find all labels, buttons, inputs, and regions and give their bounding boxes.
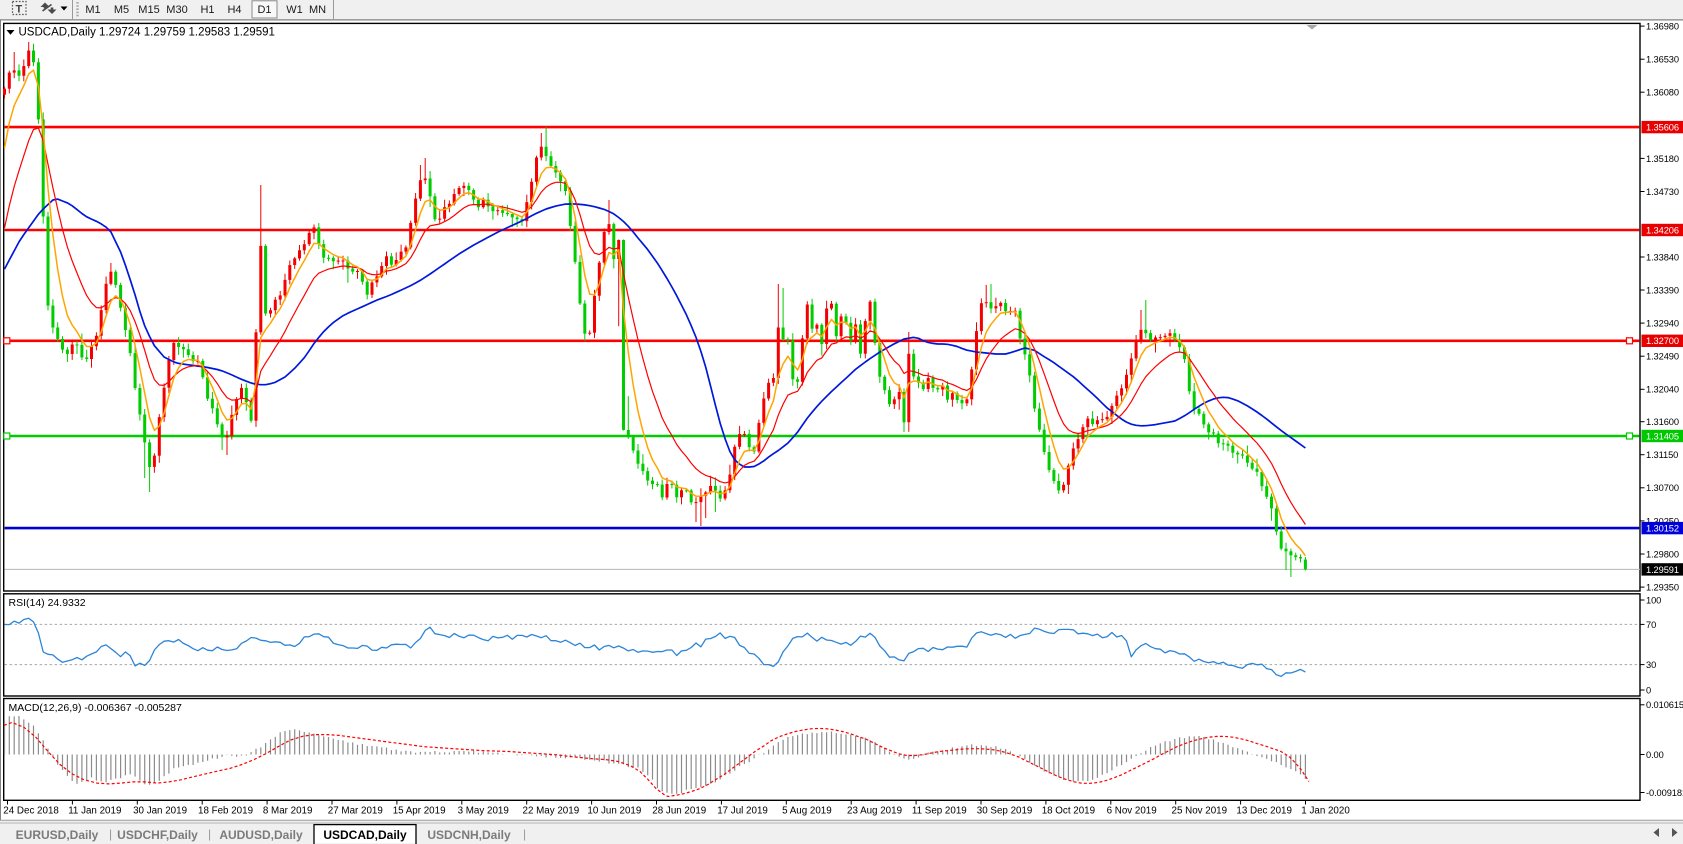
svg-text:D1: D1 xyxy=(257,4,271,16)
svg-text:1.29591: 1.29591 xyxy=(1646,565,1679,575)
svg-text:1.31405: 1.31405 xyxy=(1646,431,1679,441)
svg-text:6 Nov 2019: 6 Nov 2019 xyxy=(1107,806,1157,817)
svg-text:1.36530: 1.36530 xyxy=(1646,55,1679,65)
svg-text:M30: M30 xyxy=(166,4,187,16)
svg-text:1.30152: 1.30152 xyxy=(1646,524,1679,534)
svg-text:8 Mar 2019: 8 Mar 2019 xyxy=(263,806,313,817)
svg-text:1.30250: 1.30250 xyxy=(1646,516,1679,526)
svg-text:M15: M15 xyxy=(138,4,159,16)
svg-text:|: | xyxy=(523,827,526,841)
svg-text:18 Feb 2019: 18 Feb 2019 xyxy=(198,806,253,817)
svg-text:100: 100 xyxy=(1646,595,1661,605)
svg-text:30: 30 xyxy=(1646,660,1656,670)
svg-text:RSI(14) 24.9332: RSI(14) 24.9332 xyxy=(9,597,86,609)
svg-text:1.33390: 1.33390 xyxy=(1646,285,1679,295)
svg-text:0.00: 0.00 xyxy=(1646,750,1664,760)
svg-text:1.29800: 1.29800 xyxy=(1646,549,1679,559)
svg-text:|: | xyxy=(208,827,211,841)
svg-text:1 Jan 2020: 1 Jan 2020 xyxy=(1301,806,1350,817)
svg-text:H1: H1 xyxy=(200,4,214,16)
svg-text:1.31150: 1.31150 xyxy=(1646,450,1678,460)
svg-text:24 Dec 2018: 24 Dec 2018 xyxy=(3,806,59,817)
svg-text:0.010615: 0.010615 xyxy=(1646,700,1683,710)
svg-text:-0.009181: -0.009181 xyxy=(1646,788,1683,798)
svg-text:1.32700: 1.32700 xyxy=(1646,336,1679,346)
svg-text:11 Jan 2019: 11 Jan 2019 xyxy=(68,806,121,817)
svg-text:AUDUSD,Daily: AUDUSD,Daily xyxy=(219,828,303,842)
svg-text:10 Jun 2019: 10 Jun 2019 xyxy=(587,806,641,817)
svg-text:M5: M5 xyxy=(114,4,129,16)
svg-text:1.36080: 1.36080 xyxy=(1646,88,1679,98)
svg-text:30 Jan 2019: 30 Jan 2019 xyxy=(133,806,187,817)
svg-text:W1: W1 xyxy=(286,4,303,16)
svg-text:1.34206: 1.34206 xyxy=(1646,225,1679,235)
svg-text:H4: H4 xyxy=(227,4,241,16)
svg-text:EURUSD,Daily: EURUSD,Daily xyxy=(16,828,99,842)
svg-text:USDCHF,Daily: USDCHF,Daily xyxy=(117,828,198,842)
svg-text:M1: M1 xyxy=(85,4,100,16)
svg-text:USDCNH,Daily: USDCNH,Daily xyxy=(427,828,511,842)
svg-text:1.32940: 1.32940 xyxy=(1646,319,1679,329)
svg-text:11 Sep 2019: 11 Sep 2019 xyxy=(912,806,967,817)
svg-text:1.32040: 1.32040 xyxy=(1646,385,1679,395)
svg-text:70: 70 xyxy=(1646,620,1656,630)
svg-text:3 May 2019: 3 May 2019 xyxy=(458,806,509,817)
svg-text:1.35606: 1.35606 xyxy=(1646,123,1679,133)
svg-text:1.32490: 1.32490 xyxy=(1646,352,1679,362)
svg-text:1.33840: 1.33840 xyxy=(1646,252,1679,262)
svg-text:1.36980: 1.36980 xyxy=(1646,22,1679,32)
svg-text:27 Mar 2019: 27 Mar 2019 xyxy=(328,806,383,817)
svg-text:18 Oct 2019: 18 Oct 2019 xyxy=(1042,806,1095,817)
svg-text:28 Jun 2019: 28 Jun 2019 xyxy=(652,806,706,817)
svg-text:1.29350: 1.29350 xyxy=(1646,583,1679,593)
svg-text:1.30700: 1.30700 xyxy=(1646,483,1679,493)
svg-text:23 Aug 2019: 23 Aug 2019 xyxy=(847,806,902,817)
svg-text:0: 0 xyxy=(1646,685,1651,695)
svg-text:25 Nov 2019: 25 Nov 2019 xyxy=(1172,806,1228,817)
svg-text:22 May 2019: 22 May 2019 xyxy=(523,806,580,817)
svg-text:MN: MN xyxy=(309,4,326,16)
svg-text:T: T xyxy=(16,4,23,16)
svg-text:15 Apr 2019: 15 Apr 2019 xyxy=(393,806,446,817)
svg-text:17 Jul 2019: 17 Jul 2019 xyxy=(717,806,768,817)
svg-text:5 Aug 2019: 5 Aug 2019 xyxy=(782,806,832,817)
svg-text:MACD(12,26,9) -0.006367 -0.005: MACD(12,26,9) -0.006367 -0.005287 xyxy=(9,702,183,714)
svg-text:1.31600: 1.31600 xyxy=(1646,417,1679,427)
svg-text:USDCAD,Daily: USDCAD,Daily xyxy=(323,828,407,842)
svg-text:|: | xyxy=(109,827,112,841)
svg-text:1.34730: 1.34730 xyxy=(1646,187,1679,197)
svg-text:1.35180: 1.35180 xyxy=(1646,154,1679,164)
svg-text:13 Dec 2019: 13 Dec 2019 xyxy=(1236,806,1292,817)
svg-text:USDCAD,Daily 1.29724 1.29759: USDCAD,Daily 1.29724 1.29759 1.29583 1.2… xyxy=(19,27,275,39)
svg-text:30 Sep 2019: 30 Sep 2019 xyxy=(977,806,1033,817)
